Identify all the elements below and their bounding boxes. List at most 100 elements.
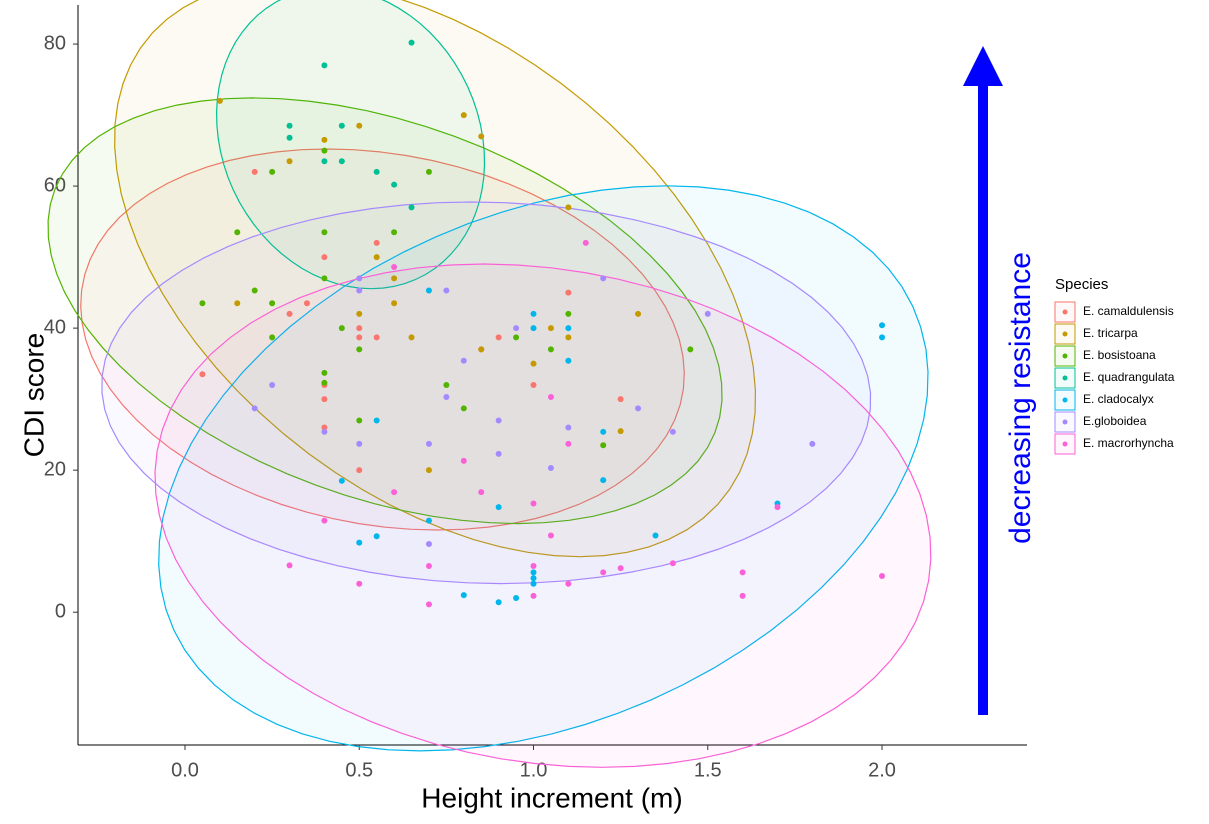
- data-point: [356, 325, 363, 332]
- data-point: [425, 440, 432, 447]
- data-point: [356, 310, 363, 317]
- data-point: [530, 310, 537, 317]
- data-point: [635, 405, 642, 412]
- data-point: [234, 300, 241, 307]
- data-point: [617, 396, 624, 403]
- data-point: [495, 334, 502, 341]
- data-point: [373, 417, 380, 424]
- data-point: [547, 346, 554, 353]
- data-point: [809, 440, 816, 447]
- x-tick-label: 1.0: [520, 759, 548, 781]
- data-point: [635, 310, 642, 317]
- data-point: [495, 450, 502, 457]
- data-point: [513, 594, 520, 601]
- data-point: [600, 477, 607, 484]
- data-point: [530, 381, 537, 388]
- data-point: [443, 287, 450, 294]
- data-point: [879, 334, 886, 341]
- data-point: [617, 428, 624, 435]
- data-point: [530, 500, 537, 507]
- data-point: [530, 325, 537, 332]
- data-point: [425, 541, 432, 548]
- legend-label: E.globoidea: [1083, 414, 1147, 428]
- data-point: [269, 300, 276, 307]
- data-point: [356, 275, 363, 282]
- data-point: [565, 325, 572, 332]
- data-point: [373, 239, 380, 246]
- data-point: [321, 396, 328, 403]
- y-tick-label: 20: [44, 458, 66, 480]
- data-point: [582, 239, 589, 246]
- data-point: [356, 467, 363, 474]
- data-point: [565, 289, 572, 296]
- data-point: [321, 147, 328, 154]
- data-point: [321, 424, 328, 431]
- confidence-ellipse: [80, 148, 685, 531]
- data-point: [373, 533, 380, 540]
- legend-title: Species: [1055, 276, 1108, 293]
- data-point: [199, 371, 206, 378]
- data-point: [373, 334, 380, 341]
- y-tick-label: 80: [44, 32, 66, 54]
- confidence-ellipse: [158, 185, 929, 752]
- data-point: [391, 181, 398, 188]
- legend-marker: [1062, 375, 1068, 381]
- data-point: [460, 357, 467, 364]
- data-point: [460, 592, 467, 599]
- data-point: [356, 287, 363, 294]
- x-tick-label: 0.0: [171, 759, 199, 781]
- data-point: [356, 539, 363, 546]
- data-point: [565, 440, 572, 447]
- data-point: [600, 428, 607, 435]
- data-point: [391, 275, 398, 282]
- data-point: [600, 442, 607, 449]
- data-point: [600, 569, 607, 576]
- data-point: [547, 465, 554, 472]
- legend-label: E. bosistoana: [1083, 348, 1156, 362]
- confidence-ellipse: [215, 0, 486, 290]
- data-point: [495, 417, 502, 424]
- data-point: [356, 440, 363, 447]
- data-point: [234, 229, 241, 236]
- data-point: [530, 360, 537, 367]
- data-point: [652, 532, 659, 539]
- data-point: [269, 381, 276, 388]
- data-point: [356, 417, 363, 424]
- legend-marker: [1062, 353, 1068, 359]
- data-point: [565, 310, 572, 317]
- data-point: [565, 424, 572, 431]
- data-point: [321, 428, 328, 435]
- data-point: [356, 334, 363, 341]
- data-point: [530, 569, 537, 576]
- data-point: [321, 254, 328, 261]
- data-point: [739, 569, 746, 576]
- data-point: [774, 504, 781, 511]
- data-point: [530, 563, 537, 570]
- legend-label: E. macrorhyncha: [1083, 436, 1174, 450]
- data-point: [478, 489, 485, 496]
- legend-label: E. tricarpa: [1083, 326, 1138, 340]
- data-point: [356, 346, 363, 353]
- data-point: [321, 136, 328, 143]
- data-point: [199, 300, 206, 307]
- data-point: [303, 300, 310, 307]
- annotation: decreasing resistance: [1004, 252, 1037, 544]
- data-point: [391, 489, 398, 496]
- data-point: [425, 563, 432, 570]
- data-point: [687, 346, 694, 353]
- legend-marker: [1062, 397, 1068, 403]
- confidence-ellipse: [47, 97, 723, 525]
- data-point: [460, 112, 467, 119]
- legend-marker: [1062, 419, 1068, 425]
- data-point: [739, 592, 746, 599]
- data-point: [565, 357, 572, 364]
- data-point: [547, 394, 554, 401]
- data-point: [704, 310, 711, 317]
- data-point: [530, 592, 537, 599]
- data-point: [321, 517, 328, 524]
- data-point: [425, 168, 432, 175]
- data-point: [460, 457, 467, 464]
- confidence-ellipse: [101, 201, 872, 585]
- data-point: [879, 572, 886, 579]
